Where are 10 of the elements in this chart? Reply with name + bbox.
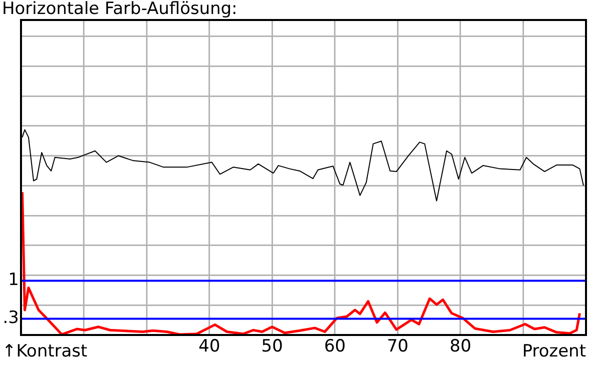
x-tick-label: 60 (324, 336, 346, 357)
x-tick-label: 40 (198, 336, 220, 357)
x-tick-label: 70 (386, 336, 408, 357)
ref-line-label: 1 (8, 270, 19, 290)
x-axis-title: Prozent (522, 341, 586, 362)
text: ↑Kontrast (2, 341, 88, 362)
x-tick-label: 50 (261, 336, 283, 357)
x-tick-label: 80 (450, 336, 472, 357)
chart-title: Horizontale Farb-Auflösung: (2, 0, 238, 19)
ref-line-label: .3 (2, 308, 19, 328)
